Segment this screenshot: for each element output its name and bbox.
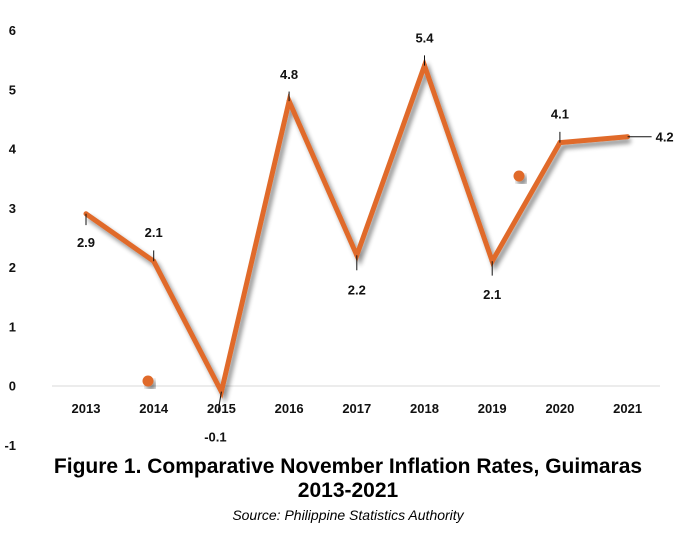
y-tick-label: 4 (9, 142, 17, 157)
figure-source: Source: Philippine Statistics Authority (232, 507, 464, 523)
y-tick-label: 2 (9, 260, 16, 275)
data-labels: 2.9 2.1 -0.1 4.8 2.2 5.4 2.1 4.1 4.2 (77, 31, 674, 445)
y-tick-label: 1 (9, 319, 16, 334)
data-label: 4.8 (280, 67, 298, 82)
y-tick-label: 3 (9, 201, 16, 216)
series-line-group (83, 58, 631, 399)
series-line (84, 58, 628, 399)
y-tick-label: -1 (4, 438, 16, 453)
data-label: 2.9 (77, 235, 95, 250)
y-axis-ticks: -1 0 1 2 3 4 5 6 (4, 23, 16, 453)
x-tick-label: 2020 (545, 401, 574, 416)
x-tick-label: 2016 (275, 401, 304, 416)
x-tick-label: 2019 (478, 401, 507, 416)
data-label: 5.4 (415, 31, 434, 46)
data-label: 4.2 (656, 130, 674, 145)
y-tick-label: 6 (9, 23, 16, 38)
data-label: 2.2 (348, 282, 366, 297)
figure-title-line-1: Figure 1. Comparative November Inflation… (53, 455, 643, 478)
data-label: 4.1 (551, 107, 569, 122)
x-tick-label: 2018 (410, 401, 439, 416)
x-tick-label: 2017 (342, 401, 371, 416)
x-tick-label: 2013 (72, 401, 101, 416)
data-label: 2.1 (483, 287, 501, 302)
figure-title: Figure 1. Comparative November Inflation… (0, 455, 696, 503)
figure-caption: Figure 1. Comparative November Inflation… (0, 455, 696, 525)
chart-area: -1 0 1 2 3 4 5 6 2013 2014 2015 2016 2017 2018 2019 20… (4, 23, 674, 453)
decorative-dot (142, 375, 154, 387)
x-tick-label: 2015 (207, 401, 236, 416)
figure-title-line-2: 2013-2021 (297, 479, 399, 502)
data-point (354, 252, 360, 258)
y-tick-label: 5 (9, 82, 16, 97)
x-tick-label: 2014 (139, 401, 169, 416)
decorative-dot (513, 170, 525, 182)
data-label: -0.1 (204, 430, 226, 445)
y-tick-label: 0 (9, 379, 16, 394)
data-label: 2.1 (145, 225, 163, 240)
x-tick-label: 2021 (613, 401, 642, 416)
x-axis-ticks: 2013 2014 2015 2016 2017 2018 2019 2020 2021 (72, 401, 643, 416)
label-leader-line (217, 391, 222, 414)
